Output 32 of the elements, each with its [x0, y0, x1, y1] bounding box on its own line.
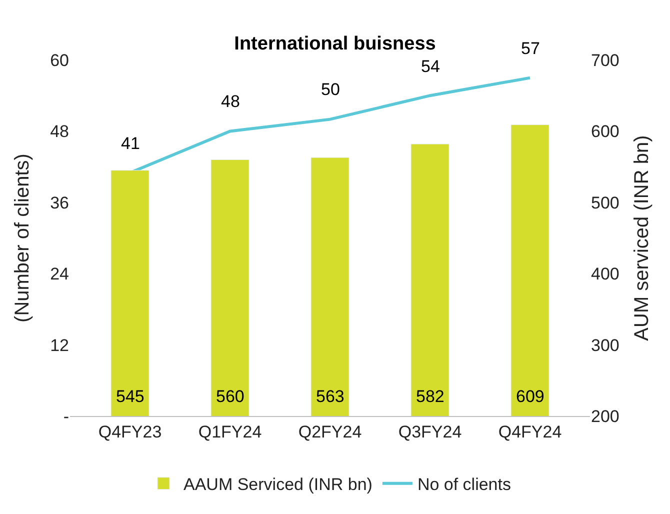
y2-tick-label: 400: [591, 264, 620, 284]
y2-tick-label: 700: [591, 50, 620, 70]
data-label: 48: [221, 92, 240, 111]
x-tick-label: Q4FY23: [98, 422, 162, 442]
y2-axis-title: AUM serviced (INR bn): [630, 135, 653, 341]
x-tick-label: Q2FY24: [298, 422, 362, 442]
data-label: 41: [121, 134, 140, 153]
data-label: 57: [521, 39, 540, 58]
y2-tick-label: 500: [591, 193, 620, 212]
data-label: 582: [416, 387, 444, 406]
legend-label: AAUM Serviced (INR bn): [184, 475, 372, 494]
y-tick-label: -: [63, 406, 69, 426]
data-label: 50: [321, 80, 340, 99]
y-tick-label: 60: [50, 50, 69, 70]
data-label: 545: [116, 387, 144, 406]
data-label: 560: [216, 387, 244, 406]
data-label: 609: [516, 387, 544, 406]
x-tick-label: Q3FY24: [398, 422, 462, 442]
y-tick-label: 24: [50, 264, 69, 284]
chart-title: International buisness: [234, 33, 436, 54]
y-tick-label: 48: [50, 122, 69, 142]
y-tick-label: 12: [50, 336, 69, 355]
legend-label: No of clients: [417, 475, 511, 494]
data-label: 54: [421, 57, 440, 76]
x-tick-label: Q4FY24: [498, 422, 562, 442]
x-tick-label: Q1FY24: [198, 422, 262, 442]
y2-tick-label: 600: [591, 122, 620, 142]
y-axis-title: (Number of clients): [12, 154, 34, 322]
y2-tick-label: 200: [591, 406, 620, 426]
y-tick-label: 36: [50, 193, 69, 212]
data-label: 563: [316, 387, 344, 406]
y2-tick-label: 300: [591, 336, 620, 355]
